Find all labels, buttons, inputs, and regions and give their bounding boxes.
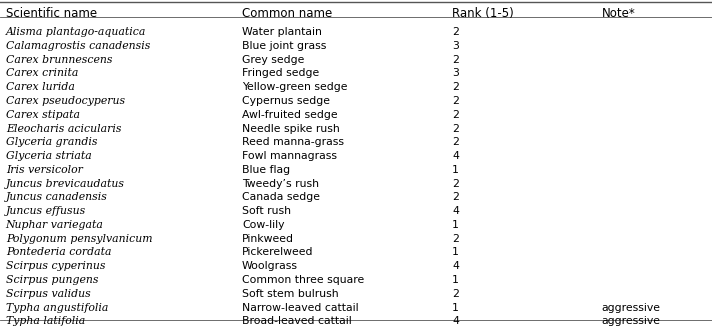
- Text: 1: 1: [452, 165, 459, 175]
- Text: Tweedy’s rush: Tweedy’s rush: [242, 179, 319, 188]
- Text: Glyceria striata: Glyceria striata: [6, 151, 91, 161]
- Text: Polygonum pensylvanicum: Polygonum pensylvanicum: [6, 234, 152, 244]
- Text: 4: 4: [452, 261, 459, 271]
- Text: 2: 2: [452, 110, 459, 120]
- Text: 1: 1: [452, 303, 459, 313]
- Text: Narrow-leaved cattail: Narrow-leaved cattail: [242, 303, 359, 313]
- Text: 2: 2: [452, 124, 459, 134]
- Text: Reed manna-grass: Reed manna-grass: [242, 137, 344, 147]
- Text: 3: 3: [452, 68, 459, 79]
- Text: 3: 3: [452, 41, 459, 51]
- Text: aggressive: aggressive: [602, 303, 661, 313]
- Text: aggressive: aggressive: [602, 316, 661, 326]
- Text: 2: 2: [452, 289, 459, 299]
- Text: Blue flag: Blue flag: [242, 165, 290, 175]
- Text: Soft rush: Soft rush: [242, 206, 291, 216]
- Text: Calamagrostis canadensis: Calamagrostis canadensis: [6, 41, 150, 51]
- Text: Cypernus sedge: Cypernus sedge: [242, 96, 330, 106]
- Text: Water plantain: Water plantain: [242, 27, 322, 37]
- Text: 1: 1: [452, 220, 459, 230]
- Text: Eleocharis acicularis: Eleocharis acicularis: [6, 124, 121, 134]
- Text: 1: 1: [452, 275, 459, 285]
- Text: Juncus effusus: Juncus effusus: [6, 206, 86, 216]
- Text: 2: 2: [452, 27, 459, 37]
- Text: Nuphar variegata: Nuphar variegata: [6, 220, 103, 230]
- Text: 2: 2: [452, 96, 459, 106]
- Text: Scientific name: Scientific name: [6, 7, 97, 20]
- Text: Common three square: Common three square: [242, 275, 365, 285]
- Text: Broad-leaved cattail: Broad-leaved cattail: [242, 316, 352, 326]
- Text: 4: 4: [452, 151, 459, 161]
- Text: 2: 2: [452, 192, 459, 202]
- Text: Fowl mannagrass: Fowl mannagrass: [242, 151, 337, 161]
- Text: Juncus canadensis: Juncus canadensis: [6, 192, 108, 202]
- Text: Pickerelweed: Pickerelweed: [242, 247, 313, 258]
- Text: Carex lurida: Carex lurida: [6, 82, 75, 92]
- Text: Juncus brevicaudatus: Juncus brevicaudatus: [6, 179, 125, 188]
- Text: Awl-fruited sedge: Awl-fruited sedge: [242, 110, 337, 120]
- Text: Common name: Common name: [242, 7, 333, 20]
- Text: Needle spike rush: Needle spike rush: [242, 124, 340, 134]
- Text: Carex crinita: Carex crinita: [6, 68, 78, 79]
- Text: Alisma plantago-aquatica: Alisma plantago-aquatica: [6, 27, 146, 37]
- Text: Carex pseudocyperus: Carex pseudocyperus: [6, 96, 125, 106]
- Text: 2: 2: [452, 137, 459, 147]
- Text: 2: 2: [452, 179, 459, 188]
- Text: 2: 2: [452, 55, 459, 65]
- Text: Rank (1-5): Rank (1-5): [452, 7, 514, 20]
- Text: Typha latifolia: Typha latifolia: [6, 316, 85, 326]
- Text: Cow-lily: Cow-lily: [242, 220, 285, 230]
- Text: 2: 2: [452, 234, 459, 244]
- Text: 4: 4: [452, 206, 459, 216]
- Text: Fringed sedge: Fringed sedge: [242, 68, 319, 79]
- Text: Yellow-green sedge: Yellow-green sedge: [242, 82, 347, 92]
- Text: 2: 2: [452, 82, 459, 92]
- Text: Woolgrass: Woolgrass: [242, 261, 298, 271]
- Text: Note*: Note*: [602, 7, 635, 20]
- Text: Blue joint grass: Blue joint grass: [242, 41, 327, 51]
- Text: Soft stem bulrush: Soft stem bulrush: [242, 289, 339, 299]
- Text: Scirpus cyperinus: Scirpus cyperinus: [6, 261, 105, 271]
- Text: Glyceria grandis: Glyceria grandis: [6, 137, 98, 147]
- Text: 4: 4: [452, 316, 459, 326]
- Text: Scirpus pungens: Scirpus pungens: [6, 275, 98, 285]
- Text: Canada sedge: Canada sedge: [242, 192, 320, 202]
- Text: Typha angustifolia: Typha angustifolia: [6, 303, 108, 313]
- Text: 1: 1: [452, 247, 459, 258]
- Text: Grey sedge: Grey sedge: [242, 55, 305, 65]
- Text: Carex brunnescens: Carex brunnescens: [6, 55, 112, 65]
- Text: Pinkweed: Pinkweed: [242, 234, 294, 244]
- Text: Iris versicolor: Iris versicolor: [6, 165, 83, 175]
- Text: Carex stipata: Carex stipata: [6, 110, 80, 120]
- Text: Scirpus validus: Scirpus validus: [6, 289, 90, 299]
- Text: Pontederia cordata: Pontederia cordata: [6, 247, 111, 258]
